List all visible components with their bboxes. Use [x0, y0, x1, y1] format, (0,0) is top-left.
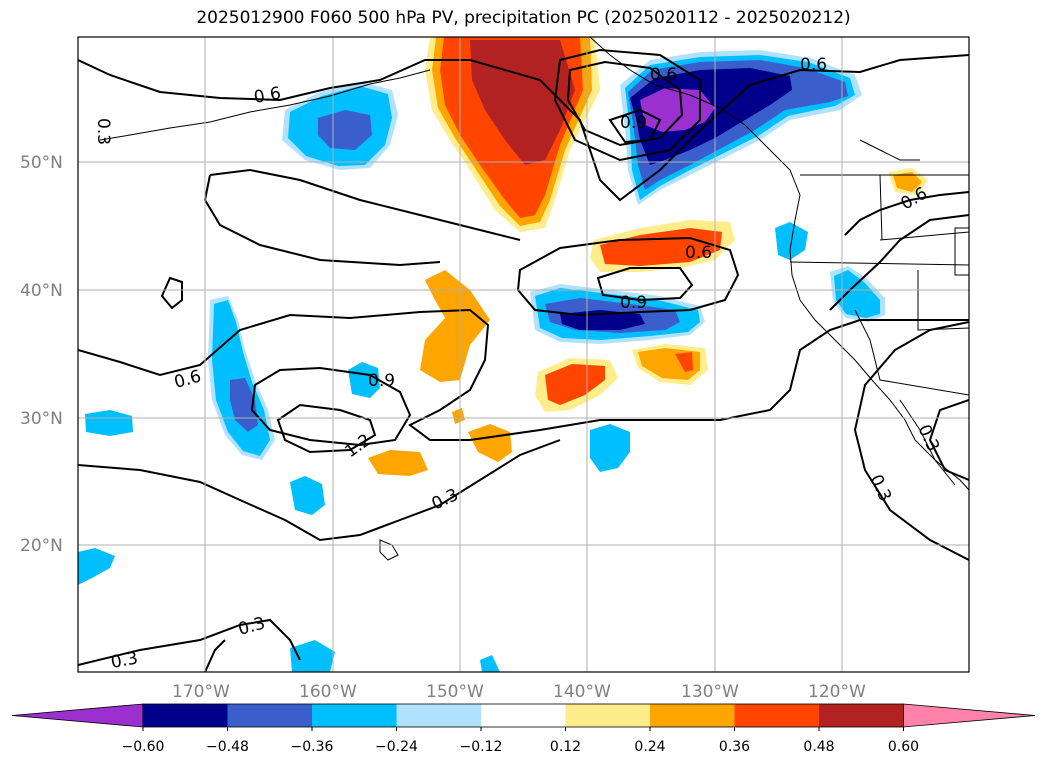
colorbar-tick-label: 0.36	[719, 739, 750, 755]
map-frame	[77, 36, 970, 673]
contour-label: 0.3	[429, 485, 462, 515]
lon-label: 170°W	[172, 682, 230, 702]
colorbar-swatch	[734, 704, 820, 727]
contour-label: 0.3	[236, 614, 267, 640]
lon-label: 140°W	[553, 682, 611, 702]
colorbar-tick-label: −0.48	[206, 739, 249, 755]
colorbar-swatch	[312, 704, 397, 727]
contour-label: 0.9	[368, 371, 395, 391]
colorbar-ticks: −0.60 −0.48 −0.36 −0.24 −0.12 0.12 0.24 0.36 0.4…	[122, 727, 919, 755]
colorbar-swatch	[481, 704, 566, 727]
colorbar-tick-label: −0.24	[375, 739, 418, 755]
contour-label: 0.6	[252, 84, 282, 108]
contour-label: 0.3	[109, 649, 139, 673]
colorbar-tick-label: −0.12	[460, 739, 503, 755]
contour-label: 0.6	[650, 65, 677, 85]
lon-label: 130°W	[681, 682, 739, 702]
contour-label: 0.3	[93, 118, 113, 145]
colorbar-swatch	[227, 704, 313, 727]
colorbar-tick-label: −0.36	[291, 739, 334, 755]
pv-contours	[78, 48, 969, 672]
colorbar-swatches	[11, 703, 1036, 728]
colorbar-tick-label: 0.12	[550, 739, 581, 755]
colorbar-tick-label: −0.60	[122, 739, 165, 755]
positive-shading	[368, 37, 928, 476]
lon-label: 150°W	[426, 682, 484, 702]
lat-label: 30°N	[20, 409, 63, 429]
lat-label: 50°N	[20, 153, 63, 173]
colorbar-swatch	[396, 704, 482, 727]
colorbar: −0.60 −0.48 −0.36 −0.24 −0.12 0.12 0.24 0.36 0.4…	[11, 703, 1036, 755]
colorbar-tick-label: 0.24	[634, 739, 665, 755]
colorbar-max-arrow	[903, 703, 1036, 728]
colorbar-tick-label: 0.48	[803, 739, 834, 755]
contour-label: 0.9	[620, 113, 647, 133]
lat-label: 20°N	[20, 536, 63, 556]
colorbar-swatch	[650, 704, 735, 727]
contour-labels: 0.3 0.6 0.6 0.6 0.9 0.9 1.2 0.3 0.3 0.3 …	[93, 55, 943, 673]
contour-label: 0.6	[685, 243, 712, 263]
lon-label: 120°W	[808, 682, 866, 702]
lat-label: 40°N	[20, 281, 63, 301]
colorbar-frame	[142, 703, 904, 728]
colorbar-tick-label: 0.60	[888, 739, 919, 755]
map-area: 0.3 0.6 0.6 0.6 0.9 0.9 1.2 0.3 0.3 0.3 …	[78, 37, 969, 673]
contour-label: 0.9	[620, 293, 647, 313]
gridlines	[78, 37, 969, 672]
contour-label: 0.6	[800, 55, 827, 75]
latitude-labels: 50°N 40°N 30°N 20°N	[20, 153, 63, 556]
colorbar-min-arrow	[11, 703, 144, 728]
longitude-labels: 170°W 160°W 150°W 140°W 130°W 120°W	[172, 682, 866, 702]
lon-label: 160°W	[299, 682, 357, 702]
colorbar-swatch	[819, 704, 904, 727]
map-title: 2025012900 F060 500 hPa PV, precipitatio…	[196, 8, 851, 28]
colorbar-swatch	[143, 704, 228, 727]
colorbar-swatch	[565, 704, 651, 727]
